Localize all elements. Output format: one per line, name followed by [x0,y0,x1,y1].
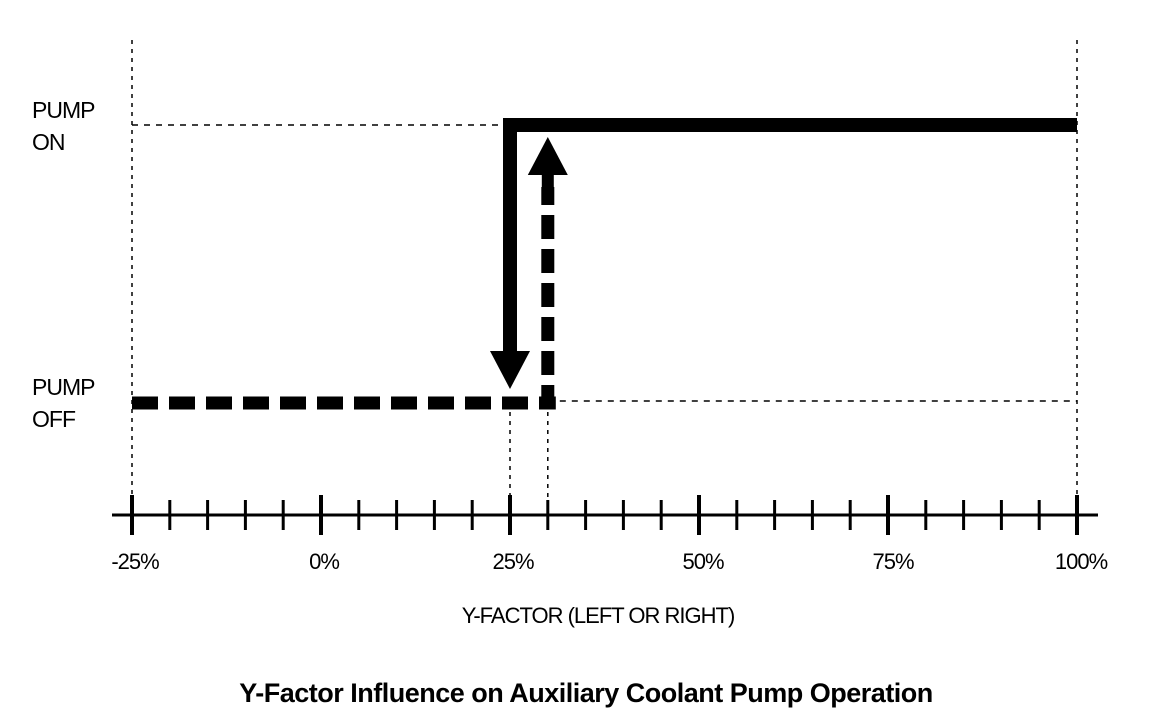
y-label-pump-on-line1: PUMP [32,97,95,123]
series-pump-on-solid-line [503,118,1077,355]
y-label-pump-off-line2: OFF [32,406,76,432]
x-tick-label: 25% [492,549,534,574]
x-tick-label: 50% [682,549,724,574]
y-label-pump-on-line2: ON [32,129,65,155]
arrow-up-icon [527,137,568,175]
chart-title: Y-Factor Influence on Auxiliary Coolant … [239,678,933,708]
x-tick-label: -25% [111,549,159,574]
y-label-pump-off-line1: PUMP [32,374,95,400]
arrow-up-shaft [541,173,554,189]
arrow-down-icon [490,351,530,389]
x-tick-label: 75% [872,549,914,574]
x-tick-label: 100% [1054,549,1108,574]
x-tick-label: 0% [309,549,340,574]
x-axis-title: Y-FACTOR (LEFT OR RIGHT) [461,603,736,628]
